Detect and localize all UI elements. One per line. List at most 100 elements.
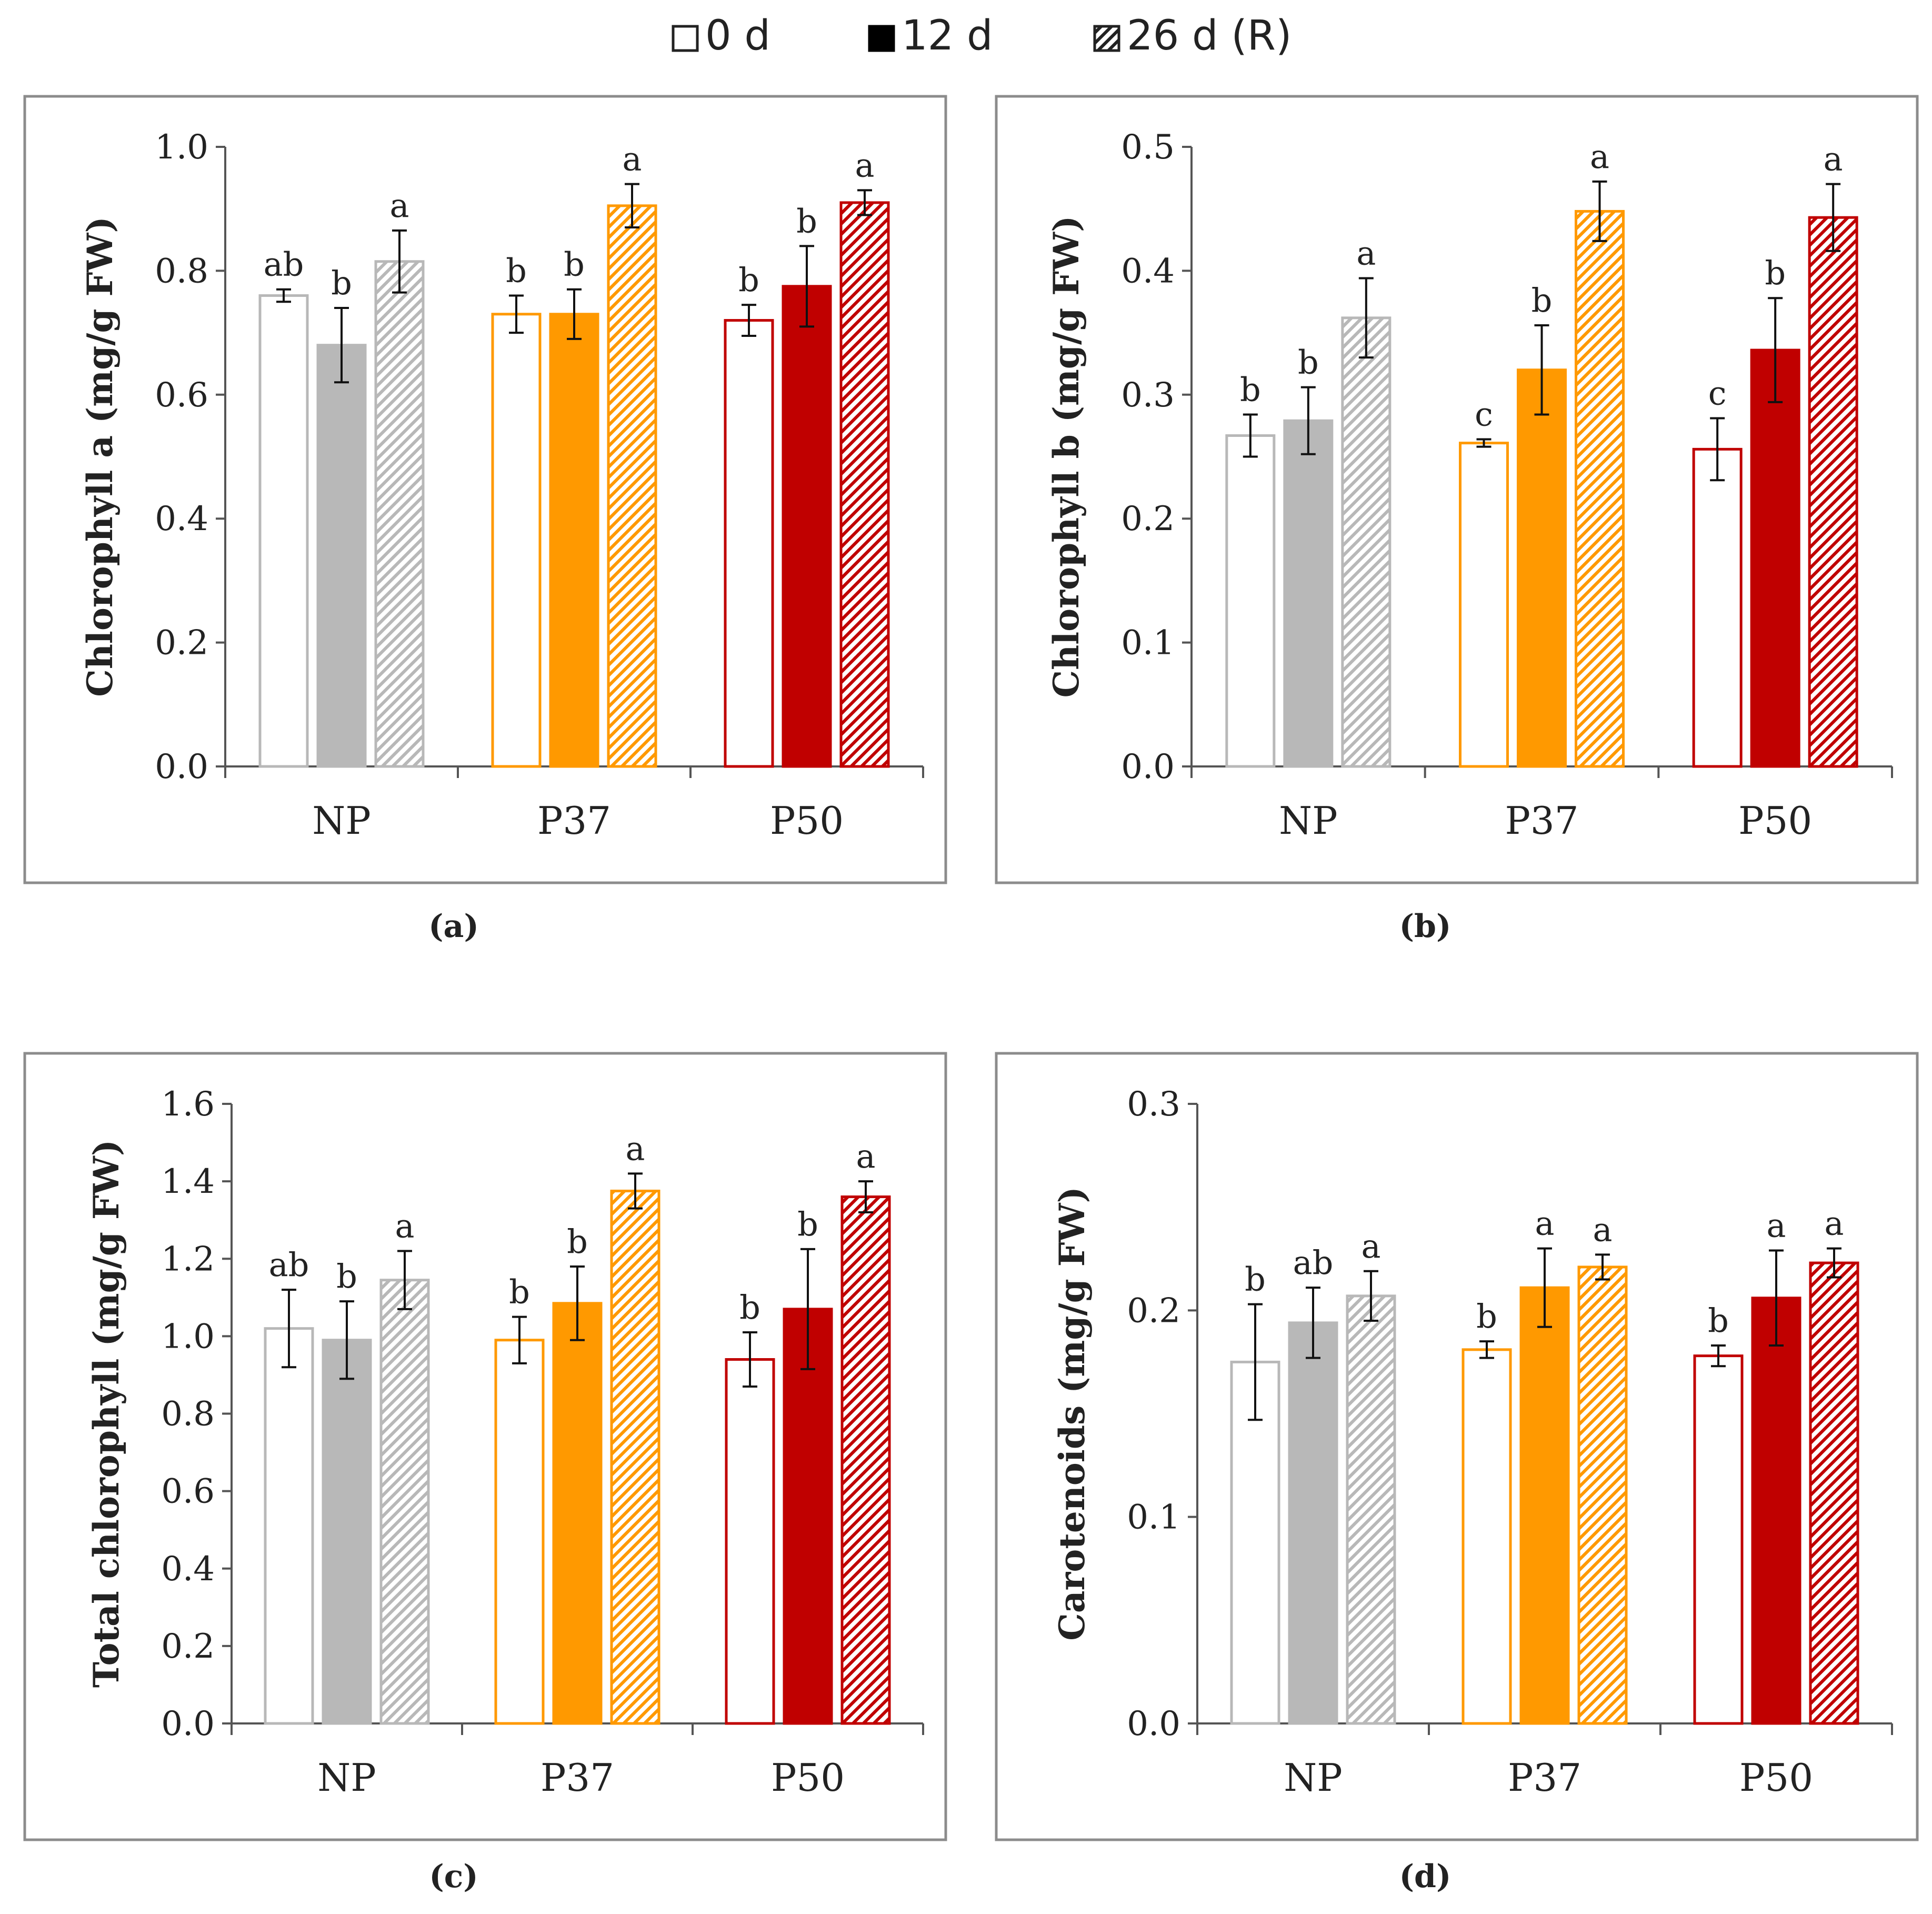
panel-d: 0.0 0.1 0.2 0.3 Carotenoids (mg/g FW) (d) NP b a… [995, 1052, 1919, 1895]
significance-letter: b [738, 261, 759, 299]
legend-label-0d: 0 d [705, 12, 770, 59]
bar-p37-0 [491, 313, 542, 768]
y-tick-label: 0.2 [1127, 1291, 1180, 1330]
panel-frame [995, 1052, 1919, 1841]
category-label-np: NP [312, 799, 371, 843]
significance-letter: a [395, 1207, 415, 1245]
y-tick-label: 0.2 [155, 624, 208, 663]
significance-letter: b [331, 264, 352, 302]
bar-p37-1 [552, 1302, 603, 1725]
y-tick-label: 0.3 [1121, 376, 1175, 415]
significance-letter: a [1535, 1204, 1555, 1243]
legend-swatch-0d [672, 25, 699, 52]
significance-letter: b [739, 1288, 760, 1327]
significance-letter: a [1767, 1207, 1786, 1245]
bar-p50-2 [1808, 216, 1858, 768]
bar-p37-1 [1517, 368, 1567, 768]
panel-caption: (a) [428, 908, 479, 945]
panel-frame [23, 1052, 947, 1841]
panel-caption: (d) [1399, 1858, 1451, 1895]
y-tick-label: 1.4 [161, 1162, 215, 1201]
panel-frame [23, 95, 947, 884]
bar-np-2 [1341, 316, 1392, 768]
bar-p50-1 [783, 1308, 833, 1725]
bar-np-2 [379, 1279, 430, 1725]
y-axis-title: Carotenoids (mg/g FW) [1052, 1187, 1093, 1641]
category-label-np: NP [317, 1756, 376, 1800]
panel-c: 0.0 0.2 0.4 0.6 0.8 1.0 1.2 1.4 1.6 Total chlorop… [23, 1052, 947, 1895]
category-label-p50: P50 [771, 1756, 845, 1800]
bar-np-0 [1225, 434, 1276, 768]
bar-p50-0 [1692, 447, 1743, 768]
y-tick-label: 0.0 [155, 747, 208, 786]
legend-swatch-26d [1093, 25, 1120, 52]
category-label-p37: P37 [537, 799, 611, 843]
bar-p50-1 [1751, 1297, 1801, 1725]
significance-letter: ab [269, 1245, 309, 1284]
category-label-p50: P50 [1738, 799, 1812, 843]
legend-label-12d: 12 d [902, 12, 993, 59]
bar-np-0 [1230, 1360, 1280, 1725]
bar-p37-0 [494, 1339, 545, 1725]
bar-p37-2 [607, 204, 657, 768]
bar-np-1 [316, 344, 367, 768]
y-tick-label: 0.6 [161, 1472, 215, 1511]
significance-letter: c [1475, 395, 1493, 434]
bar-p37-1 [549, 313, 599, 768]
significance-letter: b [1240, 370, 1261, 408]
y-tick-label: 0.0 [1127, 1704, 1180, 1743]
bar-np-2 [1346, 1294, 1396, 1725]
y-tick-label: 1.0 [155, 128, 208, 167]
y-tick-label: 0.2 [161, 1627, 215, 1666]
y-tick-label: 0.8 [161, 1395, 215, 1434]
y-tick-label: 0.4 [161, 1550, 215, 1589]
panel-b: 0.0 0.1 0.2 0.3 0.4 0.5 Chlorophyll b (mg/g FW… [995, 95, 1919, 945]
significance-letter: b [506, 251, 527, 290]
bar-np-1 [322, 1339, 372, 1725]
y-tick-label: 0.0 [161, 1704, 215, 1743]
bar-p50-2 [1809, 1261, 1859, 1725]
y-tick-label: 0.1 [1127, 1498, 1180, 1537]
bar-p50-1 [1750, 348, 1800, 768]
bar-p50-0 [725, 1358, 775, 1725]
bar-p37-2 [1577, 1265, 1628, 1725]
y-tick-label: 0.0 [1121, 747, 1175, 786]
y-tick-label: 1.6 [161, 1085, 215, 1124]
significance-letter: b [796, 202, 817, 240]
significance-letter: a [1824, 140, 1843, 178]
category-label-p37: P37 [540, 1756, 614, 1800]
y-tick-label: 0.1 [1121, 624, 1175, 663]
legend: 0 d 12 d 26 d (R) [672, 12, 1292, 59]
significance-letter: c [1708, 374, 1727, 413]
significance-letter: ab [264, 245, 304, 284]
bar-p37-1 [1519, 1286, 1570, 1725]
significance-letter: a [390, 186, 409, 225]
legend-swatch-12d [868, 25, 895, 52]
bar-p37-0 [1459, 442, 1509, 768]
y-axis-title: Total chlorophyll (mg/g FW) [86, 1140, 127, 1688]
category-label-p37: P37 [1508, 1756, 1581, 1800]
bar-p37-0 [1461, 1348, 1512, 1725]
y-tick-label: 0.2 [1121, 500, 1175, 539]
significance-letter: a [623, 140, 642, 178]
bar-np-0 [264, 1327, 314, 1725]
category-label-p50: P50 [770, 799, 844, 843]
significance-letter: b [1531, 281, 1553, 320]
legend-label-26d: 26 d (R) [1127, 12, 1292, 59]
category-label-np: NP [1284, 1756, 1342, 1800]
bar-p50-2 [840, 1195, 891, 1725]
y-tick-label: 0.6 [155, 376, 208, 415]
y-axis-title: Chlorophyll b (mg/g FW) [1046, 216, 1087, 698]
significance-letter: b [1765, 254, 1786, 292]
panel-caption: (c) [429, 1858, 478, 1895]
significance-letter: a [1356, 234, 1376, 273]
significance-letter: b [1245, 1260, 1266, 1299]
significance-letter: b [797, 1205, 818, 1243]
y-tick-label: 0.3 [1127, 1085, 1180, 1124]
significance-letter: b [564, 245, 585, 284]
bar-np-2 [374, 260, 425, 768]
bar-p50-1 [782, 285, 832, 768]
bar-p50-2 [839, 201, 890, 768]
y-tick-label: 1.0 [161, 1317, 215, 1356]
significance-letter: b [509, 1273, 530, 1311]
